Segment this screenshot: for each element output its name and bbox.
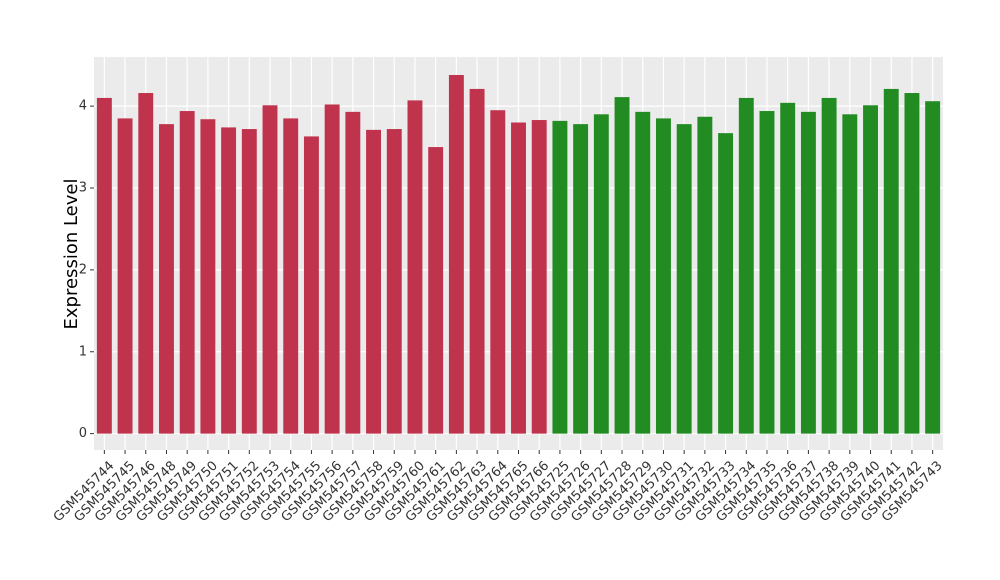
bar — [345, 111, 361, 434]
bar — [759, 111, 775, 434]
bar — [407, 100, 423, 434]
bar — [96, 97, 112, 434]
bar — [883, 88, 899, 434]
bar — [925, 101, 941, 434]
bar — [386, 129, 402, 434]
bar — [718, 133, 734, 434]
bar — [179, 111, 195, 434]
bar — [800, 111, 816, 434]
bar — [593, 114, 609, 434]
bar — [324, 104, 340, 434]
bar — [303, 136, 319, 434]
bar — [614, 97, 630, 434]
bar — [863, 105, 878, 434]
bar — [200, 119, 216, 434]
y-tick-label: 1 — [79, 344, 87, 359]
bar — [842, 114, 858, 434]
bar — [655, 118, 671, 434]
bar — [738, 97, 754, 434]
bar — [635, 111, 651, 434]
y-tick-label: 2 — [79, 262, 87, 277]
bar — [552, 120, 568, 434]
y-tick-label: 3 — [79, 181, 87, 196]
bar — [904, 93, 920, 434]
bar — [241, 129, 257, 434]
bar — [138, 93, 154, 434]
y-tick-label: 0 — [79, 426, 87, 441]
bar — [448, 75, 464, 434]
bar — [428, 147, 444, 434]
bar — [511, 122, 526, 434]
bar — [221, 127, 237, 434]
bar — [490, 110, 506, 434]
bar — [780, 102, 796, 434]
bar — [117, 118, 133, 434]
bar — [821, 97, 837, 434]
bar — [283, 118, 299, 434]
bar — [159, 124, 174, 434]
bar — [573, 124, 589, 434]
bar — [697, 116, 713, 434]
y-axis-label: Expression Level — [61, 179, 82, 330]
bar — [531, 120, 547, 434]
bar — [366, 129, 382, 434]
bar — [676, 124, 692, 434]
bar — [262, 105, 278, 434]
bar — [469, 88, 485, 434]
y-tick-label: 4 — [79, 99, 87, 114]
